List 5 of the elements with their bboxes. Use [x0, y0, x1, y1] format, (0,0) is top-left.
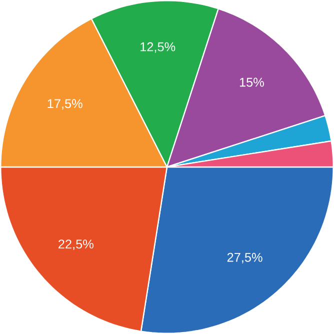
data-label: 22,5%	[58, 240, 94, 250]
data-label: 17,5%	[48, 99, 82, 110]
data-label: 15%	[240, 78, 264, 87]
data-label: 27,5%	[227, 252, 262, 264]
data-label: 12,5%	[140, 42, 176, 53]
